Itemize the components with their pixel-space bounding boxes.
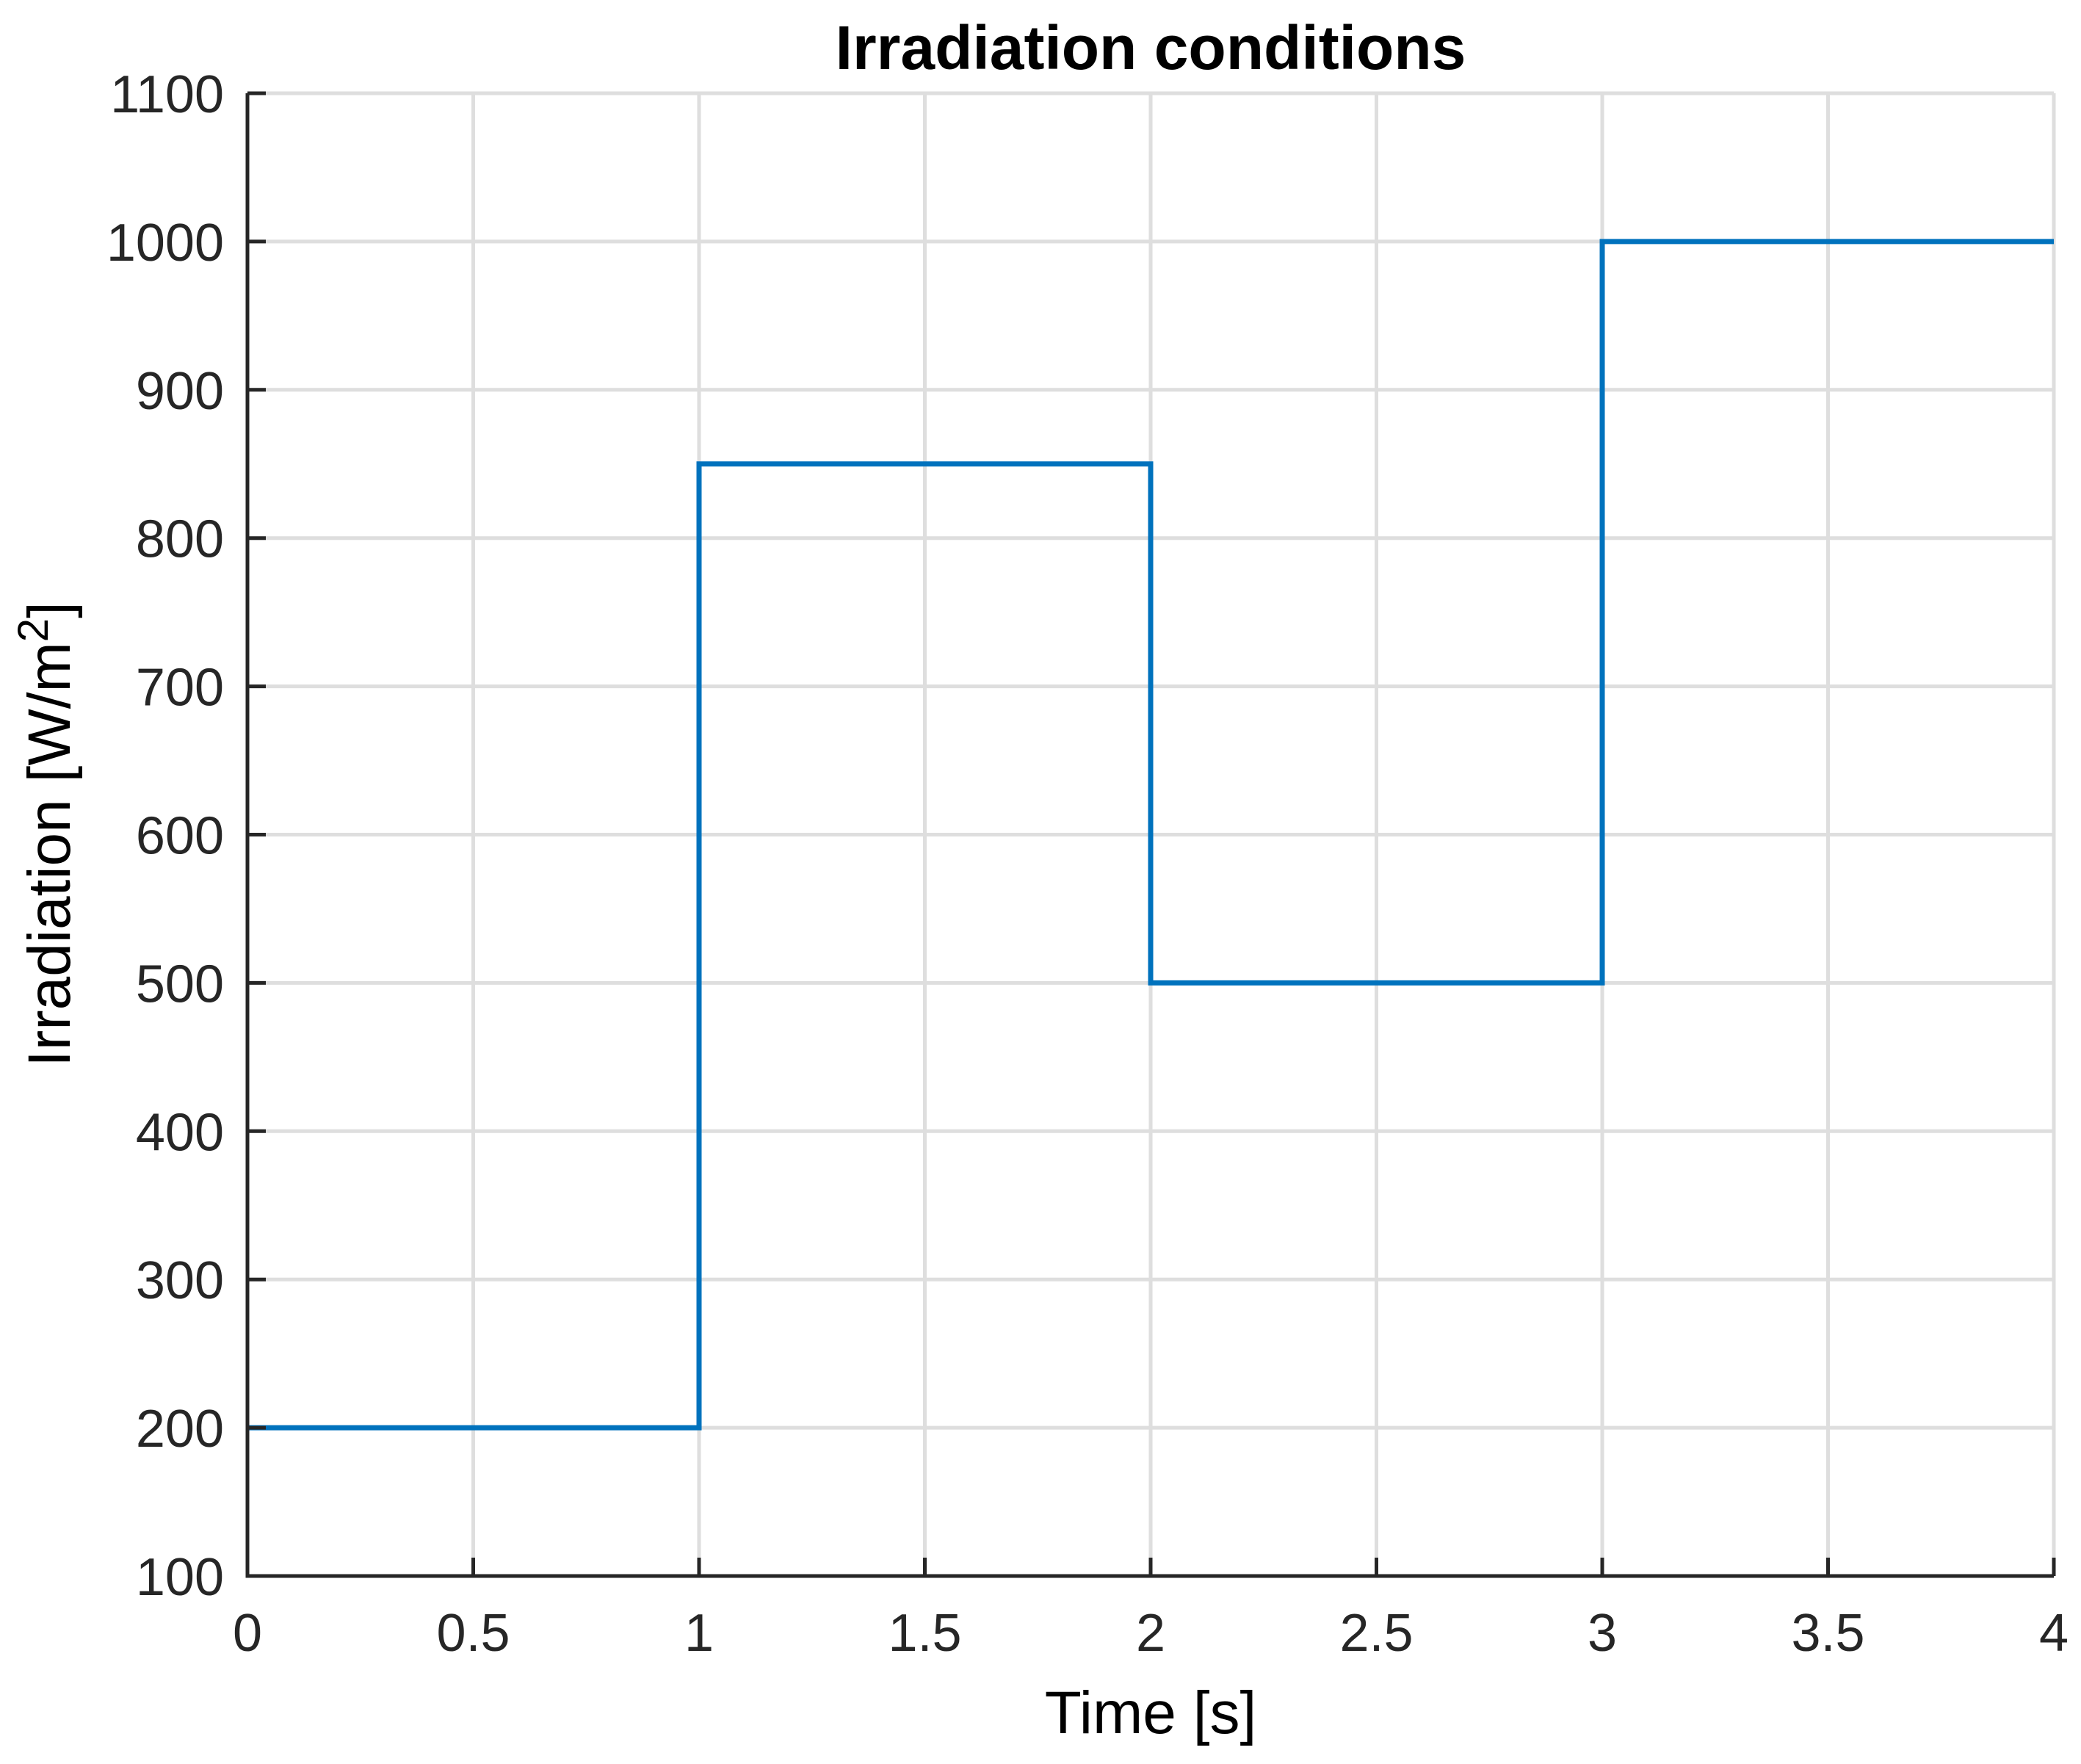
series-layer [247,239,2054,1431]
x-tick-label: 0 [233,1604,262,1663]
y-tick-label: 1100 [110,65,224,124]
y-tick-label: 200 [136,1400,224,1458]
y-tick-label: 900 [136,362,224,421]
y-axis-label-suffix: ] [16,601,83,618]
y-axis-label-base: Irradiation [W/m [16,642,83,1067]
y-axis-label-superscript: 2 [10,618,57,642]
x-axis-label: Time [s] [1045,1680,1257,1746]
y-tick-label: 100 [136,1548,224,1607]
axis-layer [245,91,2056,1578]
x-tick-label: 3.5 [1791,1604,1864,1663]
x-tick-label: 2 [1136,1604,1165,1663]
x-tick-label: 3 [1588,1604,1617,1663]
series-step-line [247,239,2054,1431]
y-tick-label: 400 [136,1103,224,1162]
x-tick-label: 4 [2039,1604,2069,1663]
y-tick-label: 300 [136,1251,224,1310]
y-tick-label: 500 [136,955,224,1013]
y-tick-label: 1000 [106,214,224,272]
x-tick-label: 2.5 [1339,1604,1413,1663]
y-tick-label: 700 [136,659,224,717]
tick-label-layer: 0 0.5 1 1.5 2 2.5 3 3.5 4 100 200 300 400 500 600 700 80… [106,65,2069,1663]
x-tick-label: 1 [684,1604,714,1663]
chart-title: Irradiation conditions [836,13,1466,82]
y-tick-label: 600 [136,807,224,866]
y-tick-label: 800 [136,510,224,569]
x-tick-label: 1.5 [888,1604,961,1663]
y-axis-label: Irradiation [W/m2] [10,601,83,1067]
x-tick-label: 0.5 [436,1604,510,1663]
